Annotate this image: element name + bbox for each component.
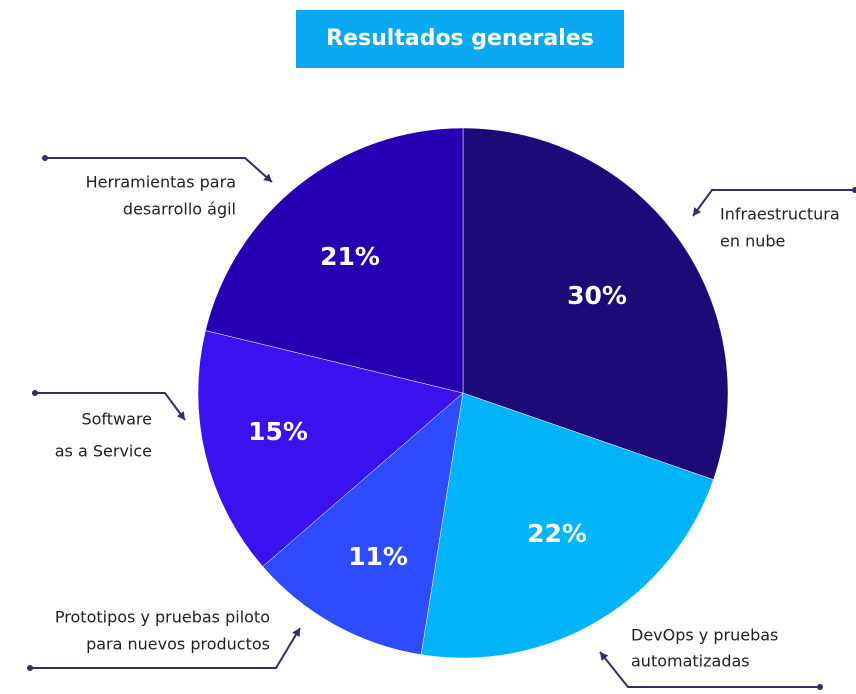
title-box [296,10,624,68]
slice-label: as a Service [55,442,152,461]
slice-label: Software [81,410,152,429]
leader-arrow [693,207,702,216]
leader-line [30,627,301,669]
value-label: 21% [320,242,380,271]
slice-label: Prototipos y pruebas piloto [55,608,270,627]
pie-slice [420,392,714,659]
leader-dot [817,684,823,690]
leader-dot [852,187,856,193]
value-label: 11% [348,542,408,571]
leader-dot [32,390,38,396]
leader-arrow [263,173,272,182]
chart-title: Resultados generales [326,26,594,51]
slice-label: DevOps y pruebas [631,626,778,645]
value-label: 15% [248,417,308,446]
leader-line [692,189,855,217]
value-label: 30% [567,281,627,310]
slice-label: desarrollo ágil [123,200,236,219]
leader-dot [42,155,48,161]
slice-label: en nube [720,232,785,251]
slice-label: para nuevos productos [86,635,270,654]
pie-slice [462,127,729,480]
slice-label: automatizadas [631,652,750,671]
leader-arrow [176,411,185,420]
slice-label: Infraestructura [720,205,840,224]
pie-slice [205,127,464,394]
value-label: 22% [527,519,587,548]
leader-arrow [292,628,300,637]
leader-dot [27,665,33,671]
pie-slice [197,330,464,567]
slice-label: Herramientas para [86,173,236,192]
leader-line [45,157,273,183]
leader-line [599,651,820,688]
pie-slice [262,392,464,655]
leader-line [35,392,186,421]
leader-arrow [600,652,609,661]
